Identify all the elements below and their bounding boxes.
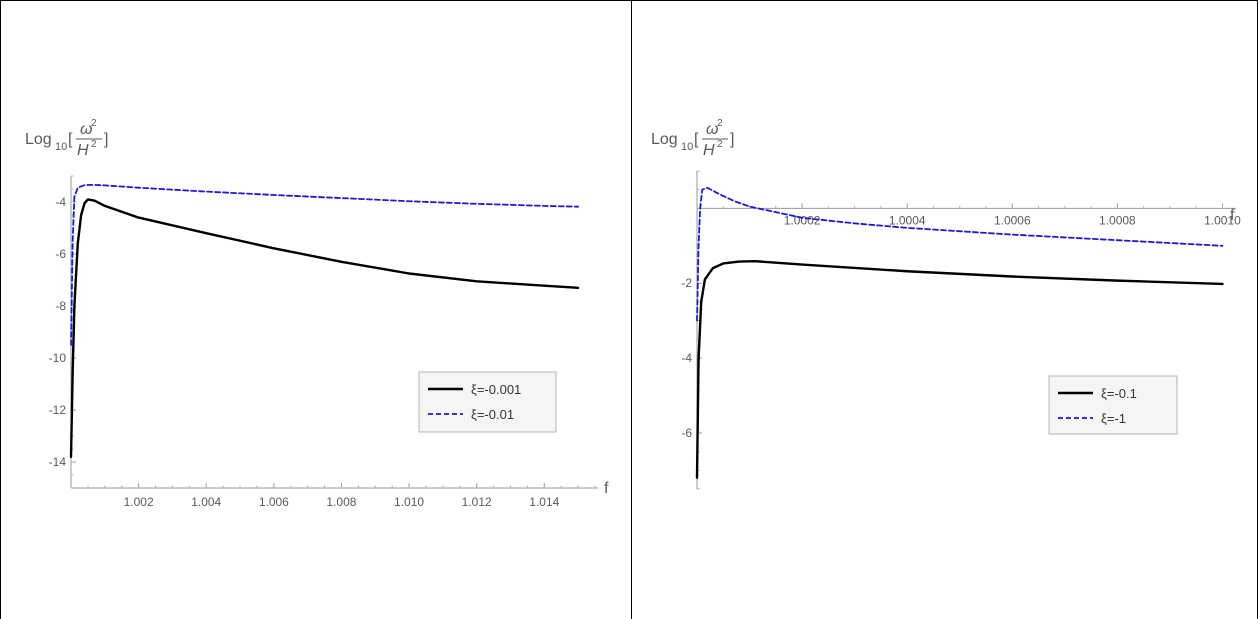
y-tick-label: -4 [681, 351, 692, 365]
y-title-subscript: 10 [55, 141, 67, 153]
y-title-numerator-sup: 2 [91, 118, 97, 129]
y-tick-label: -10 [49, 351, 67, 365]
legend-label: ξ=-0.1 [1101, 386, 1137, 401]
y-title-subscript: 10 [681, 141, 693, 153]
x-tick-label: 1.0004 [889, 213, 926, 227]
chart-2-axes: 1.0002 1.0004 1.0006 1.0008 1.0010 -6 -4 -2 f Log… [651, 118, 1241, 490]
y-title-denominator: H [703, 142, 715, 159]
y-title-denominator-sup: 2 [717, 139, 723, 150]
y-title-prefix: Log [25, 131, 52, 148]
y-axis-title: Log 10 [ω2H 2] [651, 118, 734, 159]
x-tick-label: 1.006 [259, 495, 289, 509]
y-title-bracket-open: [ [694, 131, 699, 148]
legend-label: ξ=-1 [1101, 411, 1126, 426]
y-title-bracket-open: [ [68, 131, 73, 148]
y-tick-label: -8 [55, 299, 66, 313]
x-tick-label: 1.012 [462, 495, 492, 509]
y-tick-label: -6 [55, 247, 66, 261]
y-tick-label: -2 [681, 276, 692, 290]
y-title-numerator: ω [80, 121, 92, 138]
x-tick-label: 1.014 [529, 495, 559, 509]
x-tick-label: 1.0006 [994, 213, 1031, 227]
legend-label: ξ=-0.01 [471, 407, 514, 422]
y-title-prefix: Log [651, 131, 678, 148]
series-line [696, 186, 1224, 322]
y-title-numerator: ω [706, 121, 718, 138]
y-tick-label: -14 [49, 455, 67, 469]
y-axis-title: Log 10 [ω2H 2] [25, 118, 108, 159]
y-tick-label: -6 [681, 426, 692, 440]
y-title-bracket-close: ] [104, 131, 108, 148]
y-title-bracket-close: ] [730, 131, 734, 148]
legend: ξ=-0.001 ξ=-0.01 [418, 371, 557, 433]
legend-box [1048, 375, 1178, 435]
x-axis-title: f [1230, 207, 1235, 224]
y-tick-label: -12 [49, 403, 67, 417]
series-line [69, 198, 580, 458]
y-title-denominator-sup: 2 [91, 139, 97, 150]
x-tick-label: 1.0002 [784, 213, 821, 227]
x-tick-label: 1.004 [191, 495, 221, 509]
y-title-denominator: H [77, 142, 89, 159]
x-tick-label: 1.002 [124, 495, 154, 509]
x-tick-label: 1.0008 [1099, 213, 1136, 227]
y-title-numerator-sup: 2 [717, 118, 723, 129]
panel-divider [631, 0, 632, 619]
x-tick-label: 1.0010 [1204, 213, 1241, 227]
series-line [70, 183, 579, 346]
legend-box [418, 371, 557, 433]
series-line [695, 259, 1224, 479]
legend: ξ=-0.1 ξ=-1 [1048, 375, 1178, 435]
x-axis-title: f [604, 480, 609, 497]
x-tick-label: 1.010 [394, 495, 424, 509]
y-tick-label: -4 [55, 195, 66, 209]
x-tick-label: 1.008 [326, 495, 356, 509]
chart-1-axes: 1.002 1.004 1.006 1.008 1.010 1.012 1.014 -14 -1… [25, 118, 609, 509]
legend-label: ξ=-0.001 [471, 382, 521, 397]
left-chart: 1.002 1.004 1.006 1.008 1.010 1.012 1.014 -14 -1… [25, 118, 609, 509]
